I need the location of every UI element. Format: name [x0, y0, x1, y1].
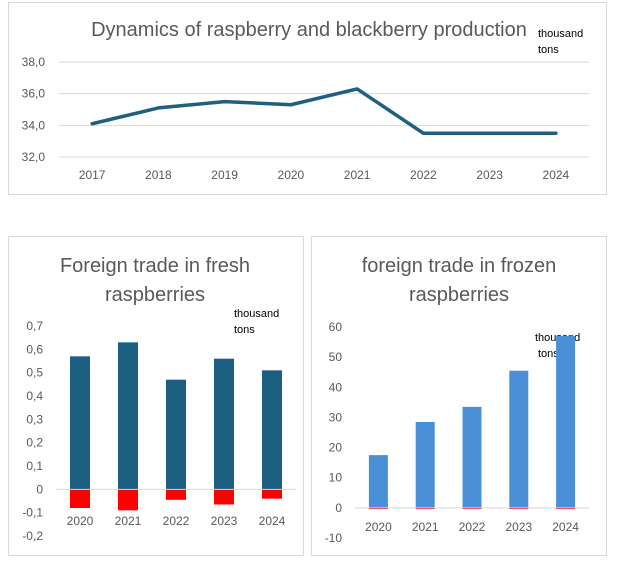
- x-axis-ticks: 2017 2018 2019 2020 2021 2022 2023 2024: [79, 168, 570, 182]
- x-axis-ticks: 2020 2021 2022 2023 2024: [365, 520, 579, 534]
- y-tick-label: 0,2: [26, 436, 43, 450]
- import-bar-2022: [166, 489, 186, 500]
- chart-title-line1: Foreign trade in fresh: [60, 255, 250, 277]
- export-bar-2022: [462, 406, 482, 508]
- y-tick-label: 0,6: [26, 342, 43, 356]
- unit-label-line2: tons: [538, 44, 559, 56]
- y-axis-ticks: 32,0 34,0 36,0 38,0: [22, 55, 46, 164]
- x-tick-label: 2017: [79, 168, 106, 182]
- x-tick-label: 2020: [67, 514, 94, 528]
- y-tick-label: 60: [329, 320, 343, 334]
- y-tick-label: -0,1: [22, 506, 43, 520]
- y-tick-label: 20: [329, 441, 343, 455]
- import-bar-2022: [462, 507, 482, 510]
- y-axis-ticks: -0,2 -0,1 0 0,1 0,2 0,3 0,4 0,5 0,6 0,7: [22, 319, 43, 543]
- x-tick-label: 2023: [211, 514, 238, 528]
- import-bar-2020: [70, 489, 90, 508]
- bars: [70, 342, 282, 511]
- y-axis-ticks: -10 0 10 20 30 40 50 60: [325, 320, 343, 545]
- chart-title-line1: foreign trade in frozen: [362, 255, 557, 277]
- y-tick-label: 0: [36, 482, 43, 496]
- x-tick-label: 2022: [410, 168, 437, 182]
- y-tick-label: 30: [329, 410, 343, 424]
- export-bar-2023: [509, 370, 529, 508]
- y-tick-label: 0,7: [26, 319, 43, 333]
- fresh-trade-bar-chart: Foreign trade in fresh raspberries thous…: [22, 255, 296, 543]
- x-tick-label: 2021: [344, 168, 371, 182]
- production-series-line: [90, 87, 558, 135]
- x-tick-label: 2022: [459, 520, 486, 534]
- x-tick-label: 2021: [115, 514, 142, 528]
- import-bar-2021: [118, 489, 138, 511]
- x-tick-label: 2022: [163, 514, 190, 528]
- y-tick-label: 0: [335, 501, 342, 515]
- unit-label-line2: tons: [538, 348, 559, 360]
- y-tick-label: -10: [325, 531, 343, 545]
- y-tick-label: 0,3: [26, 412, 43, 426]
- import-bar-2023: [214, 489, 234, 505]
- export-bar-2021: [118, 342, 138, 490]
- unit-label-line2: tons: [234, 324, 255, 336]
- export-bar-2023: [214, 358, 234, 490]
- bars: [368, 336, 576, 510]
- y-tick-label: 10: [329, 471, 343, 485]
- y-tick-label: -0,2: [22, 529, 43, 543]
- gridlines: [59, 61, 589, 158]
- x-tick-label: 2018: [145, 168, 172, 182]
- x-tick-label: 2023: [476, 168, 503, 182]
- x-tick-label: 2024: [259, 514, 286, 528]
- y-tick-label: 38,0: [22, 55, 46, 69]
- y-tick-label: 36,0: [22, 87, 46, 101]
- y-tick-label: 40: [329, 380, 343, 394]
- x-tick-label: 2024: [552, 520, 579, 534]
- y-tick-label: 0,1: [26, 459, 43, 473]
- export-bar-2021: [415, 421, 435, 508]
- frozen-trade-bar-chart: foreign trade in frozen raspberries thou…: [325, 255, 589, 545]
- import-bar-2024: [262, 489, 282, 499]
- y-tick-label: 0,4: [26, 389, 43, 403]
- y-tick-label: 32,0: [22, 150, 46, 164]
- export-bar-2022: [166, 379, 186, 490]
- production-chart-panel: Dynamics of raspberry and blackberry pro…: [8, 2, 607, 195]
- chart-title-line2: raspberries: [409, 284, 509, 306]
- y-tick-label: 34,0: [22, 118, 46, 132]
- unit-label-line1: thousand: [538, 28, 583, 40]
- x-tick-label: 2021: [412, 520, 439, 534]
- import-bar-2021: [415, 507, 435, 510]
- chart-title-line2: raspberries: [105, 284, 205, 306]
- production-series: [90, 87, 558, 135]
- export-bar-2024: [262, 370, 282, 490]
- x-tick-label: 2019: [211, 168, 238, 182]
- production-line-chart: Dynamics of raspberry and blackberry pro…: [22, 19, 589, 182]
- x-tick-label: 2020: [278, 168, 305, 182]
- chart-title: Dynamics of raspberry and blackberry pro…: [91, 19, 527, 41]
- export-bar-2024: [556, 336, 576, 508]
- x-axis-ticks: 2020 2021 2022 2023 2024: [67, 514, 286, 528]
- export-bar-2020: [70, 356, 90, 490]
- x-tick-label: 2023: [505, 520, 532, 534]
- frozen-trade-chart-panel: foreign trade in frozen raspberries thou…: [311, 236, 607, 556]
- x-tick-label: 2024: [543, 168, 570, 182]
- y-tick-label: 0,5: [26, 366, 43, 380]
- import-bar-2024: [556, 507, 576, 510]
- export-bar-2020: [368, 455, 388, 508]
- import-bar-2023: [509, 507, 529, 510]
- import-bar-2020: [368, 507, 388, 510]
- y-tick-label: 50: [329, 350, 343, 364]
- unit-label-line1: thousand: [234, 308, 279, 320]
- fresh-trade-chart-panel: Foreign trade in fresh raspberries thous…: [8, 236, 304, 556]
- x-tick-label: 2020: [365, 520, 392, 534]
